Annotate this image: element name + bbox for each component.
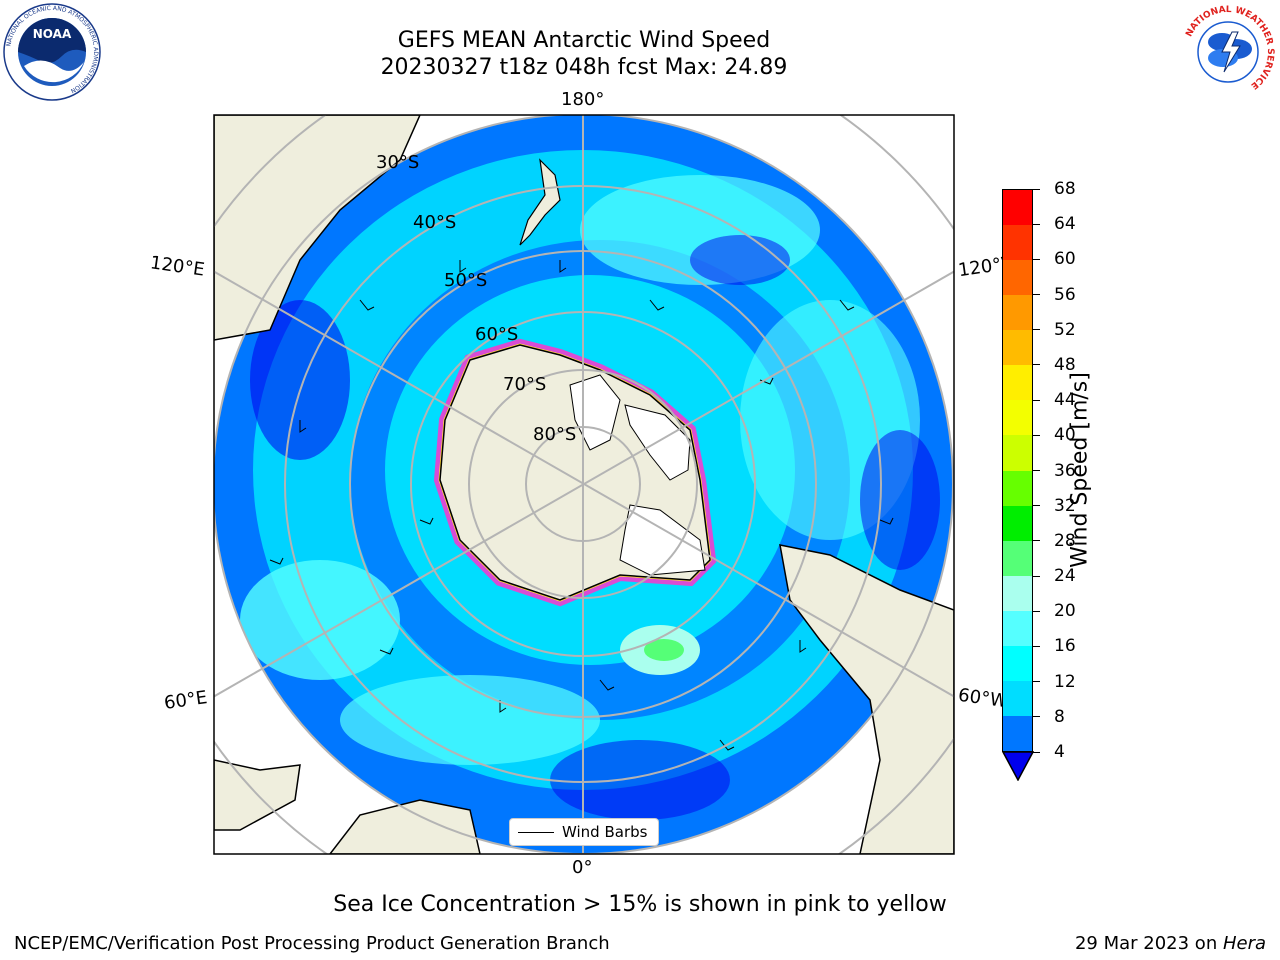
footer-date-text: 29 Mar 2023 on bbox=[1074, 933, 1223, 954]
colorbar-tick-mark bbox=[1033, 399, 1040, 401]
colorbar-tick-mark bbox=[1033, 751, 1040, 753]
colorbar-tick-mark bbox=[1033, 470, 1040, 471]
colorbar-segment-56-60 bbox=[1003, 260, 1032, 296]
colorbar-tick-mark bbox=[1033, 575, 1040, 577]
colorbar-tick-label: 28 bbox=[1054, 530, 1076, 551]
colorbar-tick-label: 32 bbox=[1054, 495, 1076, 516]
colorbar-tick-label: 12 bbox=[1054, 671, 1076, 692]
parallel-label-70s: 70°S bbox=[503, 374, 547, 395]
colorbar-tick-label: 44 bbox=[1054, 390, 1076, 411]
colorbar-tick-label: 68 bbox=[1054, 179, 1076, 199]
colorbar-tick-label: 8 bbox=[1054, 706, 1065, 727]
colorbar-tick-label: 40 bbox=[1054, 425, 1076, 446]
colorbar-segment-8-12 bbox=[1003, 680, 1032, 716]
chart-subtitle: 20230327 t18z 048h fcst Max: 24.89 bbox=[380, 55, 788, 80]
colorbar-extend-arrow bbox=[1002, 751, 1034, 781]
colorbar-tick-mark bbox=[1033, 188, 1040, 190]
parallel-label-60s: 60°S bbox=[475, 324, 519, 345]
colorbar-tick-mark bbox=[1033, 364, 1040, 366]
colorbar-tick-label: 56 bbox=[1054, 284, 1076, 305]
colorbar-segment-52-56 bbox=[1003, 295, 1032, 331]
colorbar-tick-mark bbox=[1033, 258, 1040, 260]
colorbar-tick-mark bbox=[1033, 540, 1040, 542]
colorbar-tick-mark bbox=[1033, 294, 1040, 296]
map-legend: Wind Barbs bbox=[509, 818, 659, 846]
colorbar-segment-60-64 bbox=[1003, 225, 1032, 261]
colorbar bbox=[1002, 189, 1033, 752]
parallel-label-80s: 80°S bbox=[533, 424, 577, 445]
colorbar-segment-4-8 bbox=[1003, 715, 1032, 751]
meridian-label-0: 0° bbox=[572, 857, 593, 878]
colorbar-tick-label: 60 bbox=[1054, 249, 1076, 270]
colorbar-tick-mark bbox=[1033, 434, 1040, 436]
antarctic-map bbox=[213, 114, 955, 855]
colorbar-segment-12-16 bbox=[1003, 645, 1032, 681]
legend-label: Wind Barbs bbox=[562, 823, 648, 841]
colorbar-tick-label: 16 bbox=[1054, 636, 1076, 657]
colorbar-tick-mark bbox=[1033, 645, 1040, 647]
colorbar-segment-28-32 bbox=[1003, 505, 1032, 541]
graticule bbox=[214, 115, 954, 854]
colorbar-tick-mark bbox=[1033, 716, 1040, 718]
colorbar-segment-48-52 bbox=[1003, 330, 1032, 366]
colorbar-tick-mark bbox=[1033, 681, 1040, 683]
meridian-label-120e: 120°E bbox=[148, 252, 206, 281]
colorbar-segment-64-68 bbox=[1003, 190, 1032, 226]
chart-title: GEFS MEAN Antarctic Wind Speed bbox=[397, 28, 771, 53]
colorbar-label: Wind Speed [m/s] bbox=[1067, 372, 1093, 568]
meridian-label-180: 180° bbox=[561, 89, 605, 110]
colorbar-tick-label: 24 bbox=[1054, 566, 1076, 587]
legend-line-swatch bbox=[518, 832, 554, 833]
colorbar-segment-32-36 bbox=[1003, 470, 1032, 506]
colorbar-tick-label: 64 bbox=[1054, 214, 1076, 235]
colorbar-segment-36-40 bbox=[1003, 435, 1032, 471]
footer-branch: NCEP/EMC/Verification Post Processing Pr… bbox=[14, 933, 610, 954]
colorbar-tick-label: 4 bbox=[1054, 742, 1065, 762]
colorbar-segment-20-24 bbox=[1003, 575, 1032, 611]
colorbar-tick-label: 20 bbox=[1054, 601, 1076, 622]
parallel-label-30s: 30°S bbox=[376, 152, 420, 173]
colorbar-segment-44-48 bbox=[1003, 365, 1032, 401]
meridian-label-60e: 60°E bbox=[162, 687, 209, 714]
colorbar-tick-mark bbox=[1033, 223, 1040, 225]
map-frame bbox=[213, 114, 955, 855]
footer-host: Hera bbox=[1222, 933, 1266, 954]
colorbar-tick-label: 36 bbox=[1054, 460, 1076, 481]
parallel-label-40s: 40°S bbox=[413, 212, 457, 233]
colorbar-tick-label: 52 bbox=[1054, 319, 1076, 340]
colorbar-tick-mark bbox=[1033, 610, 1040, 612]
sea-ice-note: Sea Ice Concentration > 15% is shown in … bbox=[333, 892, 947, 917]
parallel-label-50s: 50°S bbox=[444, 270, 488, 291]
colorbar-tick-mark bbox=[1033, 505, 1040, 507]
colorbar-segment-40-44 bbox=[1003, 400, 1032, 436]
footer-date: 29 Mar 2023 on Hera bbox=[1075, 933, 1266, 954]
colorbar-segment-16-20 bbox=[1003, 610, 1032, 646]
colorbar-tick-mark bbox=[1033, 329, 1040, 331]
colorbar-tick-label: 48 bbox=[1054, 354, 1076, 375]
colorbar-segment-24-28 bbox=[1003, 540, 1032, 576]
noaa-logo: NATIONAL OCEANIC AND ATMOSPHERIC ADMINIS… bbox=[3, 3, 101, 101]
wind-barbs bbox=[269, 260, 894, 751]
noaa-text: NOAA bbox=[33, 27, 72, 41]
nws-logo: NATIONAL WEATHER SERVICE bbox=[1180, 4, 1276, 100]
